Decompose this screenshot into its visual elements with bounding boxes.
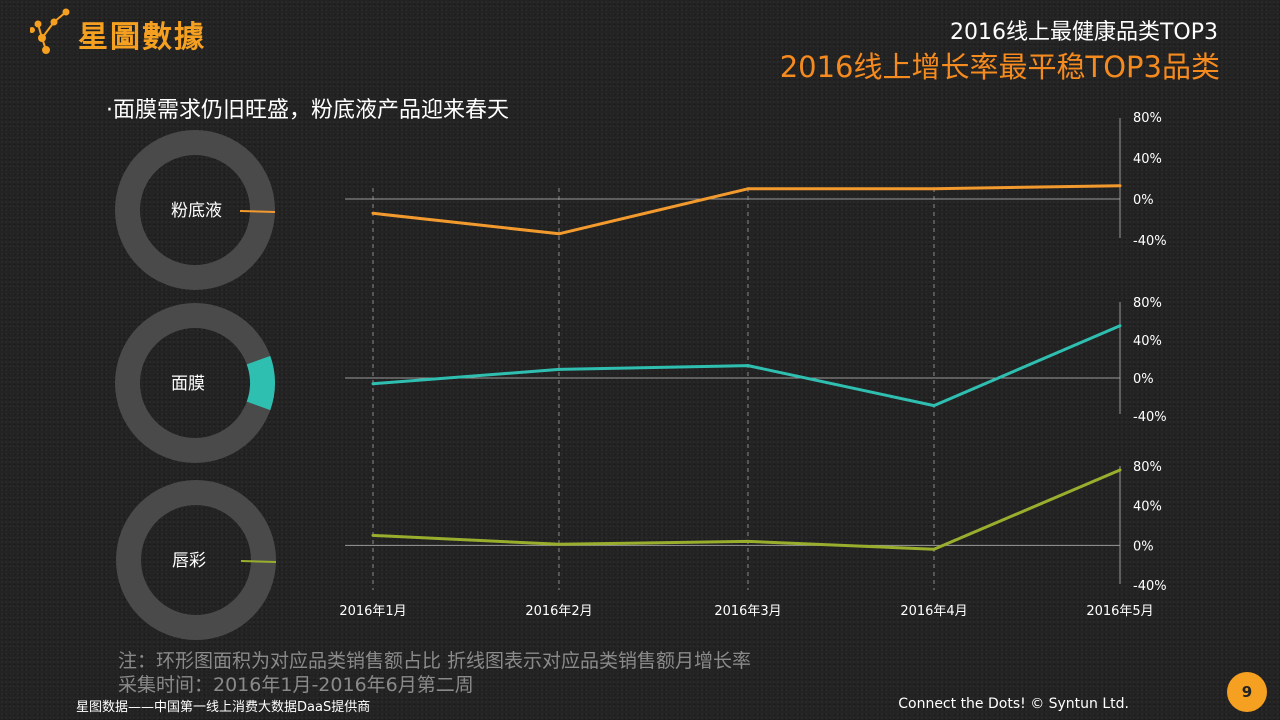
donut-ring-3 — [116, 480, 276, 640]
x-tick-label: 2016年2月 — [525, 604, 592, 619]
data-point — [1118, 184, 1122, 188]
x-tick-label: 2016年4月 — [900, 604, 967, 619]
series-line-2 — [372, 324, 1121, 408]
data-point — [371, 382, 375, 386]
series-line-1 — [372, 184, 1121, 236]
donut-slice-1 — [239, 210, 276, 213]
y-tick-label: -40% — [1133, 410, 1167, 425]
page-title-line1: 2016线上最健康品类TOP3 — [949, 20, 1218, 45]
donut-slice-3 — [240, 560, 277, 563]
page-title-line2: 2016线上增长率最平稳TOP3品类 — [779, 50, 1220, 84]
data-point — [557, 367, 561, 371]
data-point — [746, 187, 750, 191]
series-line-3 — [372, 468, 1121, 551]
data-point — [557, 232, 561, 236]
y-tick-label: -40% — [1133, 234, 1167, 249]
y-tick-label: 80% — [1133, 296, 1162, 311]
donut-label-2: 面膜 — [171, 374, 205, 394]
star-network-icon — [30, 8, 70, 54]
donut-ring-1 — [115, 130, 275, 290]
y-tick-label: -40% — [1133, 579, 1167, 594]
data-point — [932, 187, 936, 191]
y-tick-label: 0% — [1133, 372, 1154, 387]
data-point — [557, 542, 561, 546]
footer-copyright: Connect the Dots! © Syntun Ltd. — [898, 696, 1129, 712]
y-tick-label: 0% — [1133, 539, 1154, 554]
x-tick-label: 2016年1月 — [339, 604, 406, 619]
donut-label-1: 粉底液 — [171, 201, 222, 221]
y-tick-label: 40% — [1133, 152, 1162, 167]
collection-period-note: 采集时间：2016年1月-2016年6月第二周 — [118, 674, 474, 696]
data-point — [371, 533, 375, 537]
data-point — [1118, 468, 1122, 472]
page-subtitle: ·面膜需求仍旧旺盛，粉底液产品迎来春天 — [106, 98, 509, 123]
y-tick-label: 80% — [1133, 111, 1162, 126]
chart-note: 注：环形图面积为对应品类销售额占比 折线图表示对应品类销售额月增长率 — [118, 650, 752, 672]
y-tick-label: 0% — [1133, 193, 1154, 208]
footer-tagline: 星图数据——中国第一线上消费大数据DaaS提供商 — [76, 700, 371, 715]
data-point — [1118, 324, 1122, 328]
data-point — [932, 404, 936, 408]
donut-label-3: 唇彩 — [172, 551, 206, 571]
x-tick-label: 2016年3月 — [714, 604, 781, 619]
data-point — [746, 364, 750, 368]
donut-slice-2 — [246, 355, 275, 411]
y-tick-label: 40% — [1133, 334, 1162, 349]
data-point — [746, 539, 750, 543]
brand-name: 星圖數據 — [78, 20, 206, 55]
page-number-badge: 9 — [1227, 672, 1267, 712]
y-tick-label: 80% — [1133, 460, 1162, 475]
data-point — [371, 211, 375, 215]
data-point — [932, 547, 936, 551]
y-tick-label: 40% — [1133, 500, 1162, 515]
x-tick-label: 2016年5月 — [1086, 604, 1153, 619]
